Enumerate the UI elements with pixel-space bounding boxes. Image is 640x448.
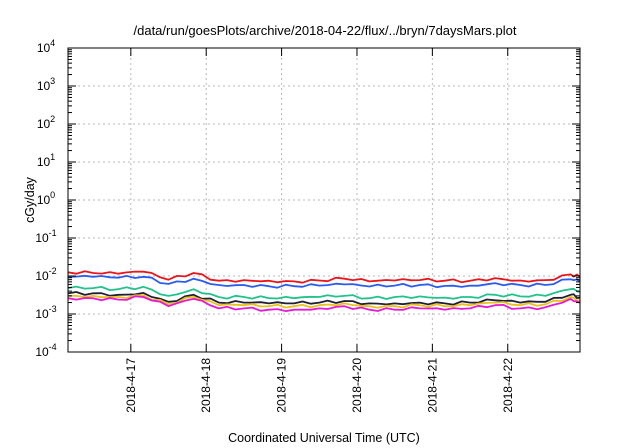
series-line-6: [67, 295, 581, 312]
axes: 10-410-310-210-11001011021031042018-4-17…: [35, 38, 580, 413]
y-tick-label: 10-3: [35, 304, 56, 321]
y-tick-exponent: 4: [50, 38, 55, 48]
series-line-5: [68, 294, 581, 309]
y-tick-exponent: 3: [50, 76, 55, 86]
y-tick-label: 10-4: [35, 342, 56, 359]
x-tick-label: 2018-4-20: [350, 358, 364, 413]
series-line-4: [67, 291, 581, 306]
y-tick-base: 10: [37, 193, 51, 207]
series-layer: [67, 270, 581, 312]
x-tick-label: 2018-4-17: [124, 358, 138, 413]
x-tick-label: 2018-4-22: [501, 358, 515, 413]
x-tick-label: 2018-4-18: [199, 358, 213, 413]
y-tick-exponent: 1: [50, 152, 55, 162]
y-tick-label: 100: [37, 190, 55, 207]
y-tick-base: 10: [37, 117, 51, 131]
y-tick-base: 10: [35, 345, 49, 359]
y-tick-exponent: -2: [49, 266, 57, 276]
y-tick-label: 10-2: [35, 266, 56, 283]
chart-title: /data/run/goesPlots/archive/2018-04-22/f…: [134, 23, 517, 38]
y-tick-base: 10: [35, 231, 49, 245]
y-tick-base: 10: [37, 79, 51, 93]
y-axis-label: cGy/day: [23, 176, 37, 223]
y-tick-exponent: -4: [49, 342, 57, 352]
grid: [68, 48, 580, 352]
x-tick-label: 2018-4-19: [275, 358, 289, 413]
y-tick-exponent: -1: [49, 228, 57, 238]
y-tick-label: 10-1: [35, 228, 56, 245]
y-tick-base: 10: [37, 41, 51, 55]
y-tick-label: 102: [37, 114, 55, 131]
series-line-2: [67, 274, 581, 289]
series-line-1: [67, 270, 581, 284]
y-tick-label: 103: [37, 76, 55, 93]
y-tick-exponent: 0: [50, 190, 55, 200]
y-tick-base: 10: [35, 307, 49, 321]
series-line-3: [67, 285, 581, 300]
x-tick-label: 2018-4-21: [425, 358, 439, 413]
y-tick-label: 104: [37, 38, 55, 55]
y-tick-label: 101: [37, 152, 55, 169]
y-tick-base: 10: [37, 155, 51, 169]
y-tick-base: 10: [35, 269, 49, 283]
y-tick-exponent: 2: [50, 114, 55, 124]
y-tick-exponent: -3: [49, 304, 57, 314]
x-axis-label: Coordinated Universal Time (UTC): [228, 431, 420, 445]
